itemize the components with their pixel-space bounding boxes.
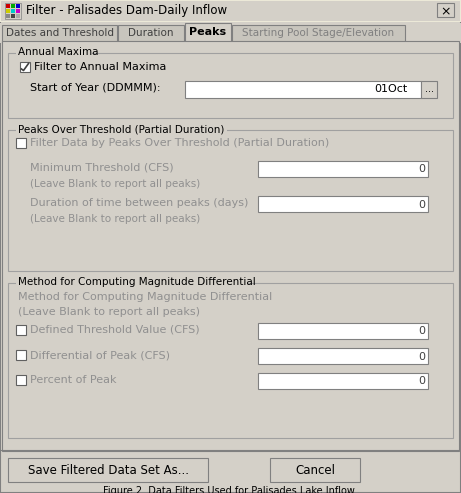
Text: Annual Maxima: Annual Maxima: [18, 47, 99, 57]
Bar: [0, 0, 461, 22]
Text: Differential of Peak (CFS): Differential of Peak (CFS): [30, 350, 170, 360]
Bar: [16, 123, 227, 132]
Bar: [20, 62, 30, 72]
Bar: [6, 14, 10, 18]
Bar: [1, 1, 460, 21]
Bar: [11, 14, 15, 18]
Text: Filter to Annual Maxima: Filter to Annual Maxima: [34, 62, 166, 72]
Text: 0: 0: [418, 165, 425, 175]
Text: Cancel: Cancel: [295, 463, 335, 477]
Text: (Leave Blank to report all peaks): (Leave Blank to report all peaks): [30, 214, 200, 224]
Text: Save Filtered Data Set As...: Save Filtered Data Set As...: [28, 463, 189, 477]
Bar: [2, 41, 459, 451]
Text: Peaks: Peaks: [189, 27, 226, 37]
Bar: [5, 3, 21, 19]
Text: Method for Computing Magnitude Differential: Method for Computing Magnitude Different…: [18, 277, 256, 287]
Bar: [16, 46, 92, 55]
Bar: [11, 4, 15, 8]
Bar: [118, 25, 184, 43]
Text: Method for Computing Magnitude Differential: Method for Computing Magnitude Different…: [18, 292, 272, 302]
Bar: [16, 9, 20, 13]
Text: Percent of Peak: Percent of Peak: [30, 375, 117, 385]
Text: 0: 0: [418, 326, 425, 337]
Text: Defined Threshold Value (CFS): Defined Threshold Value (CFS): [30, 325, 200, 335]
Bar: [258, 323, 428, 339]
Text: (Leave Blank to report all peaks): (Leave Blank to report all peaks): [18, 307, 200, 317]
Bar: [258, 196, 428, 212]
Bar: [16, 350, 26, 360]
Bar: [232, 25, 405, 43]
Text: 0: 0: [418, 377, 425, 387]
Bar: [11, 9, 15, 13]
Bar: [185, 81, 421, 98]
Bar: [8, 283, 453, 438]
Text: ×: ×: [440, 5, 451, 18]
Text: Minimum Threshold (CFS): Minimum Threshold (CFS): [30, 163, 174, 173]
Text: 0: 0: [418, 352, 425, 361]
Bar: [2, 25, 117, 43]
Bar: [0, 23, 461, 43]
Text: Filter Data by Peaks Over Threshold (Partial Duration): Filter Data by Peaks Over Threshold (Par…: [30, 138, 329, 148]
Bar: [16, 276, 248, 285]
Bar: [270, 458, 360, 482]
Bar: [6, 9, 10, 13]
Text: Dates and Threshold: Dates and Threshold: [6, 28, 113, 38]
Bar: [16, 4, 20, 8]
Text: Starting Pool Stage/Elevation: Starting Pool Stage/Elevation: [242, 28, 395, 38]
Bar: [8, 130, 453, 271]
Bar: [8, 53, 453, 118]
Text: 0: 0: [418, 200, 425, 210]
Bar: [185, 23, 231, 43]
Bar: [258, 373, 428, 389]
Bar: [6, 4, 10, 8]
Bar: [16, 375, 26, 385]
Text: 01Oct: 01Oct: [374, 84, 407, 95]
Bar: [421, 81, 437, 98]
Bar: [437, 3, 454, 17]
Bar: [16, 14, 20, 18]
Text: Figure 2. Data Filters Used for Palisades Lake Inflow.: Figure 2. Data Filters Used for Palisade…: [103, 486, 357, 493]
Bar: [258, 348, 428, 364]
Text: Filter - Palisades Dam-Daily Inflow: Filter - Palisades Dam-Daily Inflow: [26, 4, 227, 17]
Text: (Leave Blank to report all peaks): (Leave Blank to report all peaks): [30, 179, 200, 189]
Bar: [16, 138, 26, 148]
Text: Peaks Over Threshold (Partial Duration): Peaks Over Threshold (Partial Duration): [18, 124, 225, 134]
Bar: [8, 458, 208, 482]
Text: ...: ...: [425, 84, 433, 95]
Bar: [16, 325, 26, 335]
Text: Duration of time between peaks (days): Duration of time between peaks (days): [30, 198, 248, 208]
Text: Duration: Duration: [128, 28, 174, 38]
Text: Start of Year (DDMMM):: Start of Year (DDMMM):: [30, 83, 160, 93]
Bar: [258, 161, 428, 177]
